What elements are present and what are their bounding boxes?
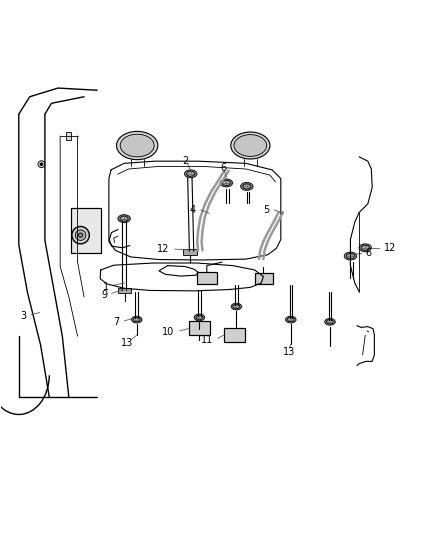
Ellipse shape [187, 171, 194, 176]
Ellipse shape [134, 318, 140, 322]
Bar [71, 208, 101, 254]
Text: 7: 7 [113, 317, 120, 327]
Bar [254, 272, 273, 284]
Circle shape [38, 161, 45, 168]
Text: 12: 12 [384, 243, 396, 253]
Ellipse shape [344, 252, 357, 260]
Circle shape [72, 227, 89, 244]
Circle shape [78, 233, 83, 237]
Text: 13: 13 [120, 338, 133, 348]
Ellipse shape [196, 315, 203, 320]
Ellipse shape [243, 184, 251, 189]
Text: 6: 6 [220, 163, 226, 173]
Bar [71, 208, 101, 254]
Bar [189, 321, 210, 335]
Text: 2: 2 [182, 156, 189, 166]
Ellipse shape [361, 245, 369, 251]
Ellipse shape [240, 182, 253, 190]
Ellipse shape [120, 134, 154, 157]
Bar [118, 288, 131, 294]
Bar [189, 321, 210, 335]
Ellipse shape [118, 215, 131, 223]
Text: 10: 10 [162, 327, 175, 337]
Text: 5: 5 [263, 205, 269, 215]
Bar [66, 133, 71, 140]
Ellipse shape [234, 135, 267, 156]
Ellipse shape [346, 254, 354, 259]
Ellipse shape [231, 132, 270, 159]
Ellipse shape [233, 304, 240, 309]
Text: 4: 4 [190, 205, 196, 215]
Ellipse shape [327, 320, 333, 324]
Ellipse shape [120, 216, 128, 221]
Text: 3: 3 [21, 311, 27, 321]
Bar [197, 272, 217, 284]
Bar [254, 272, 273, 284]
Ellipse shape [223, 180, 230, 185]
Text: 11: 11 [201, 335, 213, 345]
Circle shape [40, 163, 43, 166]
Ellipse shape [184, 170, 197, 178]
Ellipse shape [131, 316, 142, 323]
Circle shape [75, 230, 86, 240]
Ellipse shape [117, 131, 158, 160]
Bar [184, 249, 197, 255]
Text: 6: 6 [365, 248, 371, 259]
Ellipse shape [287, 318, 294, 322]
Ellipse shape [286, 316, 296, 323]
Bar [224, 328, 245, 342]
Text: 1: 1 [103, 281, 110, 292]
Ellipse shape [220, 179, 233, 187]
Bar [197, 272, 217, 284]
Ellipse shape [359, 244, 371, 252]
Ellipse shape [194, 314, 205, 321]
Ellipse shape [325, 318, 335, 325]
Text: 13: 13 [283, 347, 296, 357]
Ellipse shape [231, 303, 242, 310]
Text: 12: 12 [157, 244, 170, 254]
Text: 9: 9 [101, 290, 107, 300]
Bar [224, 328, 245, 342]
